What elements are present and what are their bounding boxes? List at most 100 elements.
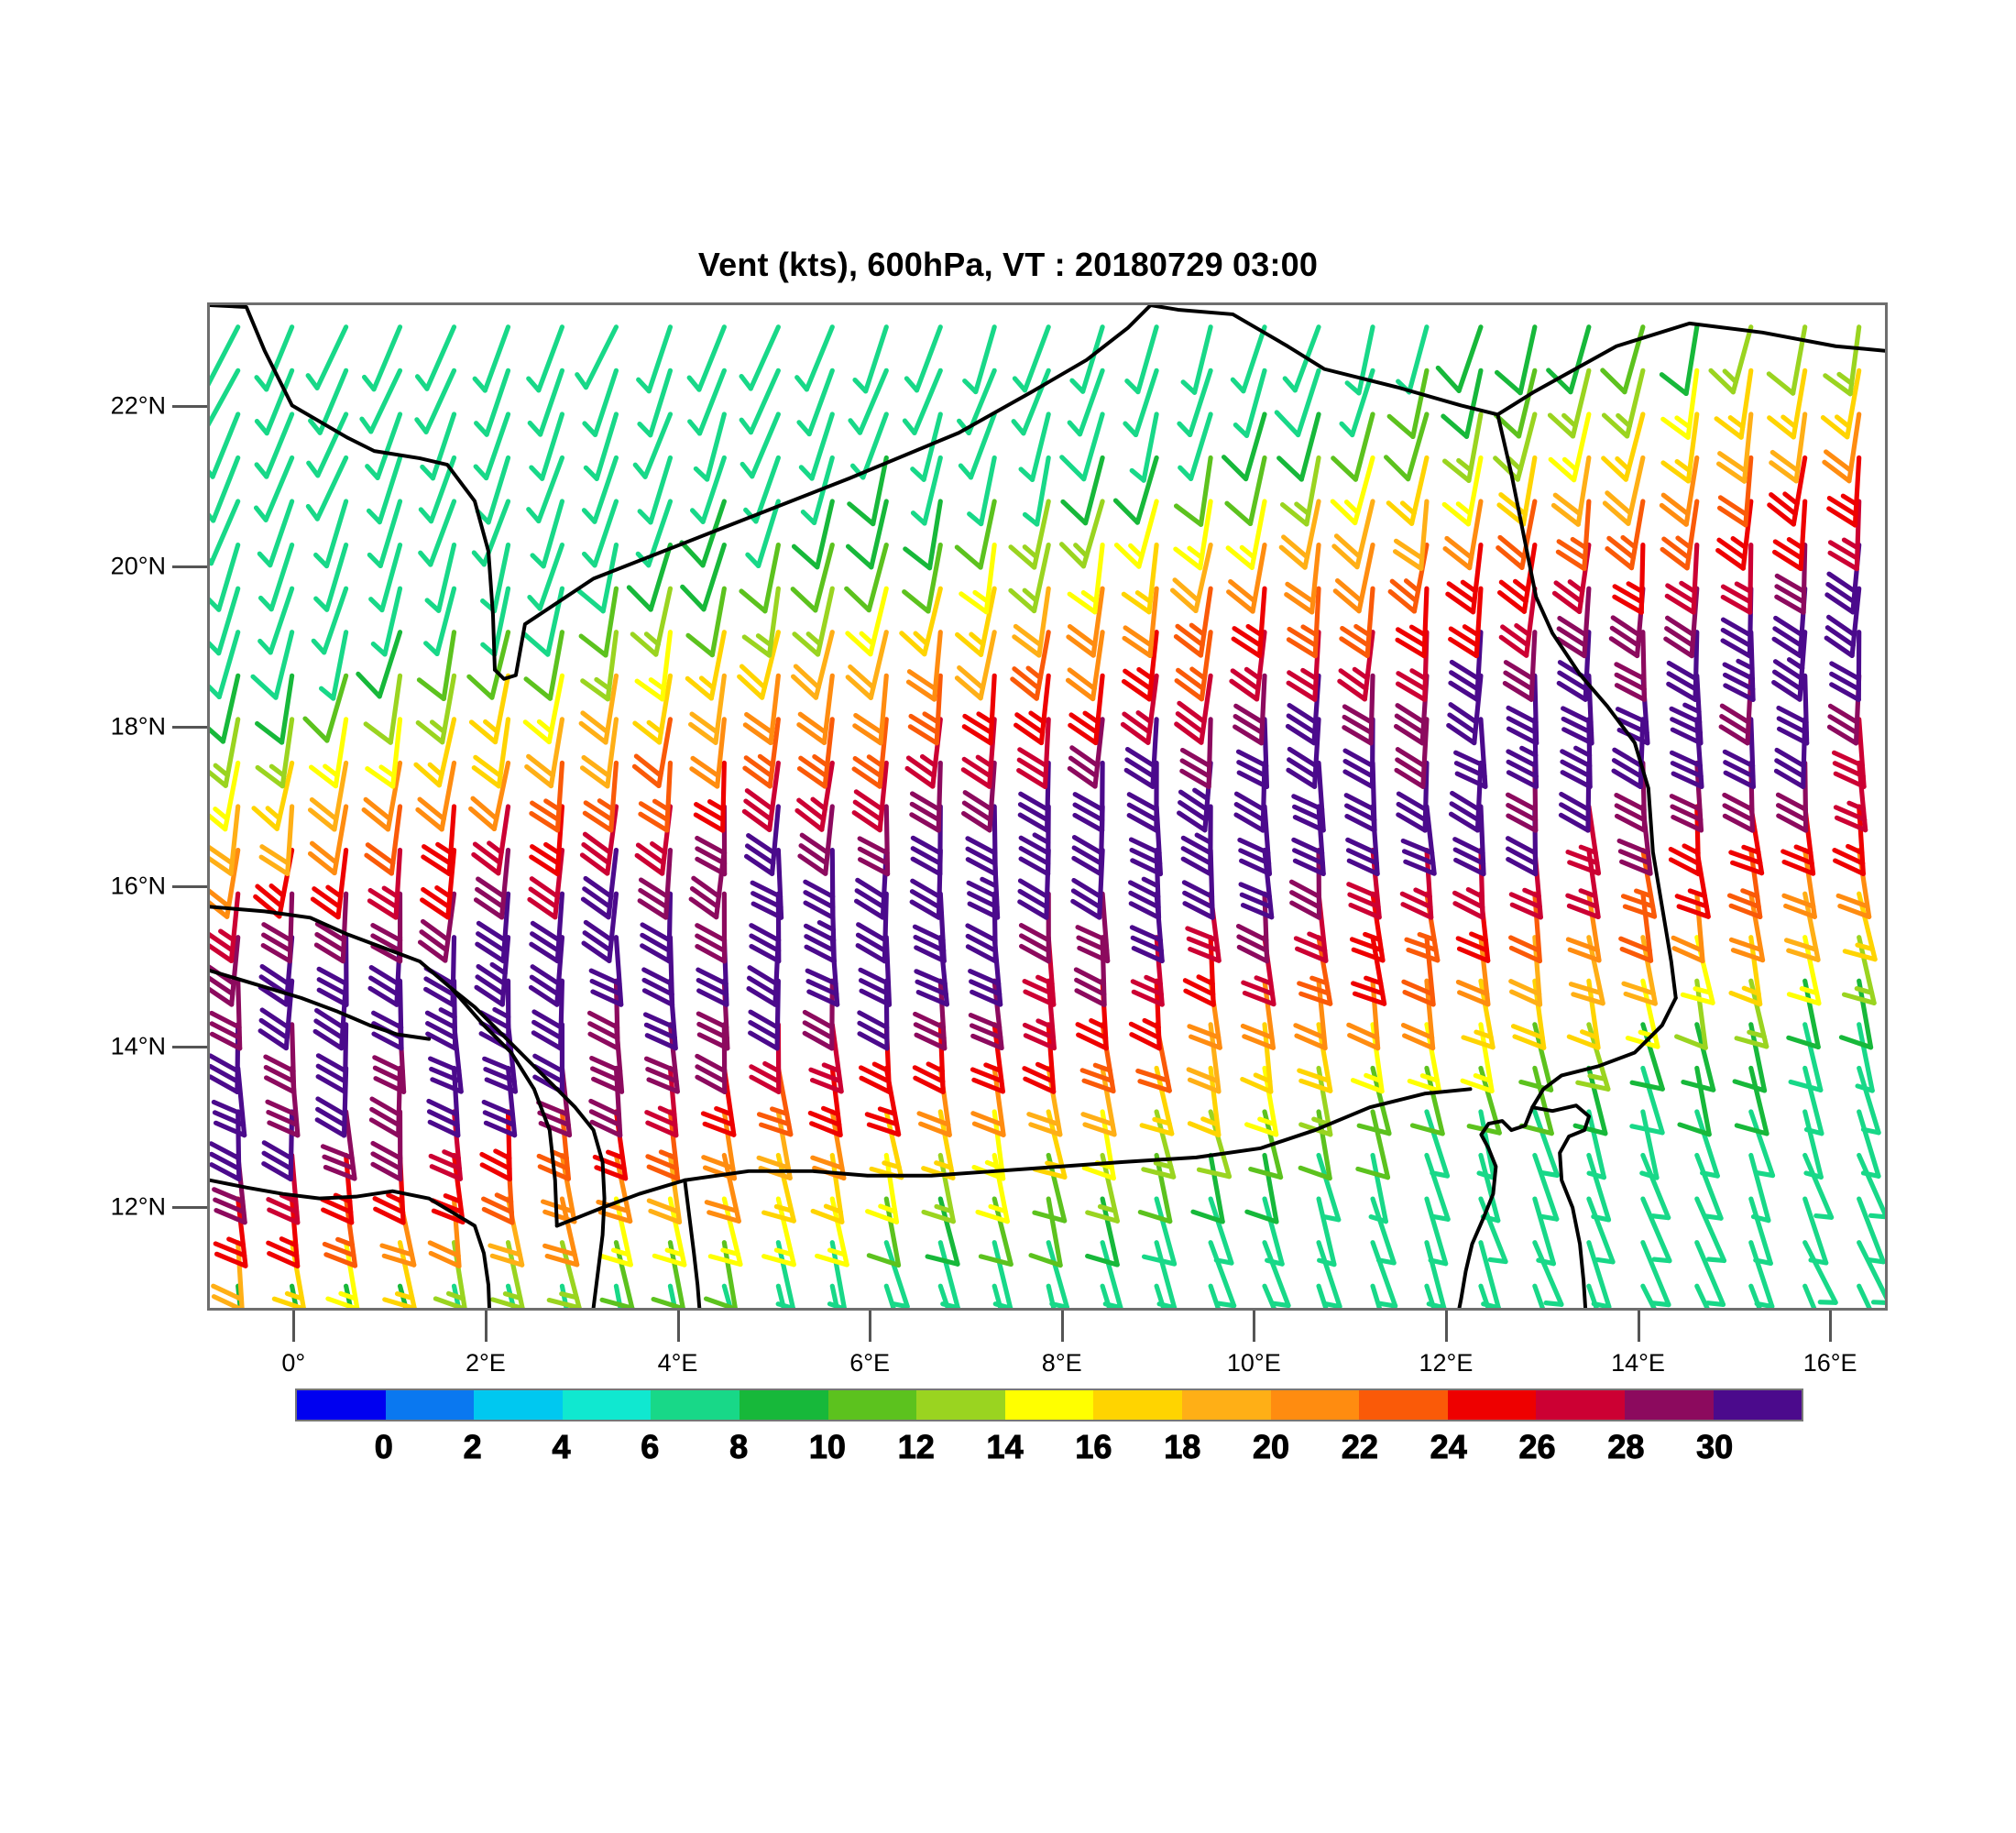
wind-barb (415, 673, 457, 745)
wind-barb (1395, 586, 1430, 659)
wind-barb (1180, 804, 1213, 877)
x-tick-mark-1 (484, 1311, 488, 1342)
wind-barb (797, 804, 835, 876)
wind-barb (844, 542, 889, 613)
wind-barb (524, 717, 565, 789)
wind-barb (1857, 1109, 1881, 1179)
x-tick-mark-5 (1253, 1311, 1256, 1342)
wind-barb (1231, 586, 1267, 659)
wind-barb (803, 847, 836, 920)
wind-barb (1829, 630, 1862, 702)
x-tick-label-3: 6°E (849, 1349, 891, 1377)
colorbar-segment-1 (385, 1390, 475, 1420)
wind-barb (637, 847, 674, 920)
wind-barb (687, 673, 727, 745)
wind-barb (1802, 1065, 1824, 1136)
colorbar-segment-15 (1624, 1390, 1714, 1420)
wind-barb (855, 891, 889, 964)
wind-barb (1442, 499, 1484, 571)
wind-barb (1017, 760, 1051, 833)
wind-barb (468, 673, 511, 745)
wind-barb (1339, 586, 1375, 659)
wind-barb (1748, 1109, 1776, 1179)
wind-barb (1154, 1240, 1178, 1308)
wind-barb (1262, 1283, 1276, 1308)
wind-barb (578, 673, 619, 745)
wind-barb (471, 804, 511, 876)
page-title: Vent (kts), 600hPa, VT : 20180729 03:00 (697, 246, 1319, 283)
x-tick-label-7: 14°E (1611, 1349, 1665, 1377)
wind-barb (680, 542, 727, 612)
wind-barb (631, 717, 674, 789)
wind-barb (1677, 1065, 1712, 1137)
wind-barb (579, 804, 619, 876)
wind-barb (1173, 455, 1213, 527)
wind-barb (413, 717, 457, 788)
wind-barb (1120, 673, 1159, 745)
wind-barb (1802, 1152, 1835, 1220)
wind-barb (968, 978, 1004, 1051)
wind-barb (693, 760, 727, 833)
colorbar-segment-3 (562, 1390, 652, 1420)
wind-barb (741, 760, 781, 832)
wind-barb (1058, 499, 1105, 569)
wind-barb (529, 760, 565, 833)
wind-barb (1717, 455, 1754, 528)
colorbar-segment-0 (297, 1390, 386, 1420)
wind-barb (1013, 673, 1051, 746)
wind-barb-layer (210, 324, 1885, 1308)
wind-barb (1233, 760, 1267, 833)
wind-barbs (210, 324, 1885, 1308)
wind-barb (1235, 717, 1270, 790)
wind-barb (1008, 499, 1051, 570)
wind-barb (1190, 1152, 1225, 1224)
wind-barb (1601, 412, 1646, 482)
y-tick-label-5: 12°N (110, 1192, 166, 1220)
wind-barb (1278, 499, 1321, 570)
wind-barb (1016, 717, 1051, 790)
x-tick-mark-8 (1829, 1311, 1833, 1342)
wind-barb (1224, 455, 1267, 526)
wind-barb (1174, 630, 1213, 702)
wind-barb (1394, 717, 1430, 789)
wind-barb (1221, 412, 1267, 482)
wind-barb (1734, 1065, 1769, 1136)
wind-barb (1332, 542, 1375, 614)
wind-barb (796, 717, 835, 789)
wind-barb (1316, 1240, 1342, 1308)
wind-barb (1681, 1022, 1716, 1092)
colorbar-tick-4: 4 (552, 1428, 571, 1466)
wind-barb (255, 717, 295, 789)
colorbar-tick-22: 22 (1341, 1428, 1378, 1466)
colorbar-tick-18: 18 (1164, 1428, 1201, 1466)
wind-barb (1386, 455, 1430, 526)
y-tick-label-1: 20°N (110, 552, 166, 580)
wind-barb (1424, 1240, 1447, 1308)
colorbar-tick-20: 20 (1253, 1428, 1290, 1466)
wind-barb (1776, 673, 1810, 746)
wind-barb (1286, 586, 1321, 659)
wind-barb (1337, 630, 1375, 702)
colorbar (295, 1388, 1803, 1421)
wind-barb (1441, 455, 1484, 527)
wind-barb (1823, 324, 1862, 397)
colorbar-segment-9 (1093, 1390, 1182, 1420)
wind-barb (1694, 1196, 1727, 1264)
wind-barb (937, 1240, 960, 1308)
wind-barb (1445, 542, 1484, 615)
y-tick-mark-2 (172, 725, 207, 729)
wind-barb (1046, 1283, 1057, 1308)
wind-barb (883, 1283, 896, 1308)
y-tick-mark-0 (172, 405, 207, 409)
colorbar-segment-14 (1536, 1390, 1625, 1420)
wind-barb (742, 673, 781, 746)
wind-barb (1857, 1283, 1872, 1308)
wind-barb (687, 368, 727, 436)
wind-barb (958, 412, 997, 480)
wind-barb (1694, 1152, 1724, 1221)
wind-barb (903, 499, 943, 571)
wind-barb (1857, 1152, 1885, 1220)
wind-barb (471, 717, 511, 789)
wind-barb (1767, 455, 1808, 527)
wind-barb (1674, 847, 1711, 919)
